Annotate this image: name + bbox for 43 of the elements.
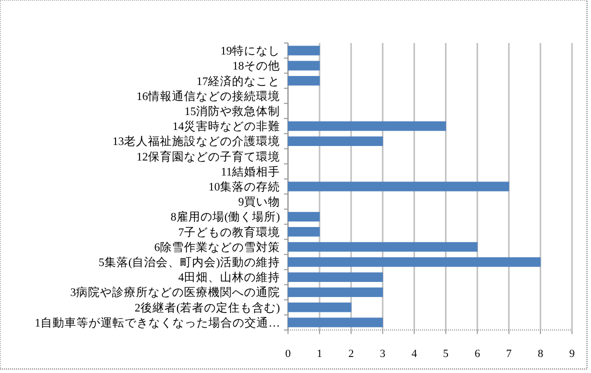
x-tick-label: 6 [474, 348, 481, 360]
bar [288, 212, 320, 222]
y-tick-label: 4田畑、山林の維持 [178, 271, 280, 284]
y-tick-label: 8雇用の場(働く場所) [170, 210, 280, 224]
bar [288, 46, 320, 56]
x-tick-label: 9 [569, 348, 576, 360]
y-tick-label: 9買い物 [238, 196, 280, 209]
bar [288, 242, 478, 252]
y-tick-label: 19特になし [220, 44, 280, 58]
bar [288, 60, 320, 70]
x-tick-label: 4 [411, 348, 418, 360]
x-tick-label: 2 [348, 348, 354, 360]
x-tick-label: 3 [380, 348, 386, 360]
y-tick-label: 17経済的なこと [196, 74, 280, 88]
bar [288, 302, 352, 312]
bar [288, 287, 383, 298]
bar [288, 136, 383, 146]
y-tick-label: 1自動車等が運転できなくなった場合の交通… [34, 315, 280, 330]
y-tick-label: 6除雪作業などの雪対策 [154, 240, 280, 254]
x-tick-label: 5 [443, 348, 450, 360]
bar [288, 257, 541, 267]
x-tick-label: 7 [506, 348, 512, 360]
y-tick-label: 11結婚相手 [220, 164, 280, 178]
y-tick-label: 5集落(自治会、町内会)活動の維持 [98, 256, 280, 270]
bar [288, 318, 383, 328]
bar [288, 272, 383, 282]
y-tick-label: 10集落の存続 [208, 180, 280, 194]
y-tick-label: 7子どもの教育環境 [178, 224, 280, 239]
y-tick-label: 16情報通信などの接続環境 [136, 88, 280, 103]
y-tick-label: 18その他 [232, 60, 280, 73]
y-tick-label: 2後継者(若者の定住も含む) [134, 300, 280, 314]
y-tick-label: 13老人福祉施設などの介護環境 [112, 134, 280, 148]
x-tick-label: 8 [538, 348, 544, 360]
y-tick-label: 12保育園などの子育て環境 [136, 149, 280, 164]
y-tick-label: 3病院や診療所などの医療機関への通院 [70, 285, 280, 300]
x-tick-label: 0 [285, 348, 292, 360]
bar [288, 182, 510, 192]
bar [288, 76, 320, 86]
x-tick-label: 1 [316, 348, 322, 360]
bar [288, 227, 320, 237]
y-tick-label: 15消防や救急体制 [184, 104, 280, 118]
y-tick-label: 14災害時などの非難 [172, 119, 280, 134]
bar [288, 121, 446, 131]
